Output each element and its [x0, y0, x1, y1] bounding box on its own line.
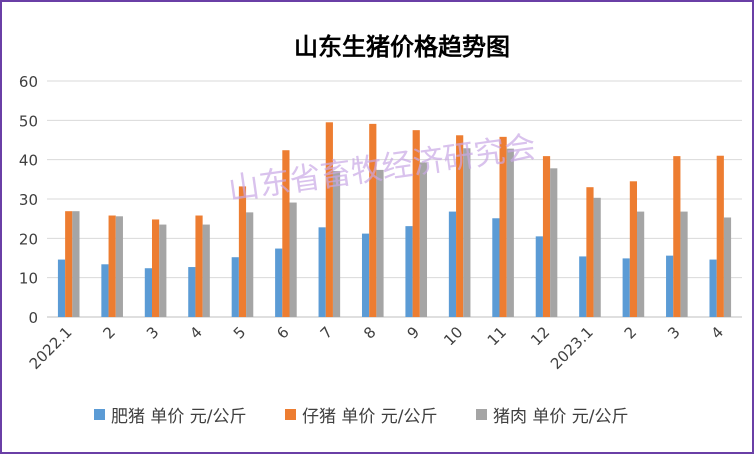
bar: [108, 215, 116, 317]
x-tick-label: 12: [527, 323, 553, 349]
bar: [499, 136, 507, 317]
bar: [376, 169, 384, 317]
y-tick-label: 30: [19, 191, 38, 209]
x-tick-label: 3: [664, 323, 683, 342]
x-tick-label: 8: [360, 323, 379, 342]
y-tick-label: 0: [28, 309, 38, 327]
bar: [332, 171, 341, 317]
chart-title: 山东生猪价格趋势图: [294, 33, 510, 61]
bar: [151, 219, 160, 317]
x-tick-label: 7: [317, 323, 336, 342]
bar: [680, 211, 688, 317]
x-tick-label: 2: [621, 323, 640, 342]
bar: [115, 216, 123, 317]
bar: [412, 130, 420, 317]
bar: [709, 259, 717, 317]
y-tick-label: 40: [19, 152, 38, 170]
legend: 肥猪 单价 元/公斤 仔猪 单价 元/公斤 猪肉 单价 元/公斤: [94, 407, 629, 427]
bar: [448, 211, 457, 317]
bar: [195, 215, 203, 317]
bar: [637, 211, 645, 317]
bar: [238, 186, 247, 317]
x-tick-label: 4: [186, 323, 205, 342]
bar: [188, 267, 196, 317]
bar: [318, 227, 326, 317]
bar: [579, 256, 587, 317]
bar: [405, 226, 413, 317]
bar: [492, 218, 500, 317]
bar: [231, 257, 239, 317]
bar: [550, 168, 558, 317]
bar: [716, 155, 724, 317]
x-tick-label: 3: [143, 323, 162, 342]
bar: [101, 264, 109, 317]
bar: [202, 224, 210, 317]
legend-label: 仔猪 单价 元/公斤: [302, 407, 438, 427]
bar: [361, 233, 370, 317]
bars: [57, 122, 732, 317]
bar: [629, 181, 638, 317]
legend-label: 肥猪 单价 元/公斤: [111, 407, 247, 427]
x-tick-label: 10: [440, 323, 466, 349]
x-tick-label: 2: [100, 323, 119, 342]
x-tick-label: 11: [484, 323, 510, 349]
bar: [275, 248, 283, 317]
bar: [673, 156, 681, 317]
bar: [506, 148, 514, 317]
bar: [289, 202, 297, 317]
bar: [144, 268, 152, 317]
bar: [369, 123, 377, 317]
bar: [622, 258, 630, 317]
x-tick-label: 4: [708, 323, 727, 342]
legend-label: 猪肉 单价 元/公斤: [493, 407, 629, 427]
bar: [535, 236, 543, 317]
legend-swatch: [285, 409, 296, 420]
bar: [463, 148, 471, 317]
bar: [246, 212, 254, 317]
bar: [57, 259, 66, 317]
x-tick-label: 5: [230, 323, 249, 342]
bar: [593, 197, 601, 317]
bar: [723, 217, 732, 317]
bar: [282, 150, 290, 317]
bar: [72, 211, 80, 317]
y-tick-label: 50: [19, 112, 38, 130]
bar: [65, 211, 73, 317]
bar: [666, 255, 674, 317]
bar: [542, 156, 551, 317]
bar: [159, 224, 167, 317]
y-tick-label: 10: [19, 270, 38, 288]
y-axis-ticks: 0 10 20 30 40 50 60: [19, 73, 38, 327]
x-tick-label: 6: [273, 323, 292, 342]
x-tick-label: 2022.1: [26, 323, 76, 373]
y-tick-label: 60: [19, 73, 38, 91]
x-tick-label: 9: [404, 323, 423, 342]
bar: [325, 122, 333, 317]
legend-swatch: [94, 409, 105, 420]
bar: [456, 135, 464, 317]
legend-swatch: [476, 409, 487, 420]
x-tick-label: 2023.1: [547, 323, 597, 373]
y-tick-label: 20: [19, 230, 38, 248]
bar: [586, 187, 594, 317]
bar: [419, 162, 428, 317]
